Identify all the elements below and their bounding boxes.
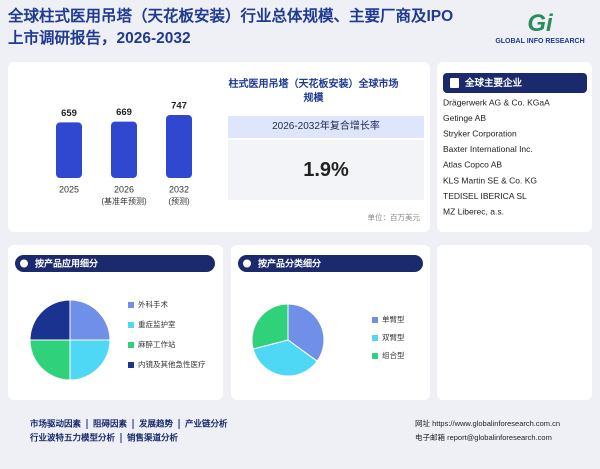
bar [111, 121, 137, 178]
pie-slice [287, 303, 325, 362]
footer-link[interactable]: 行业波特五力模型分析 [29, 432, 116, 442]
logo: Gi GLOBAL INFO RESEARCH [490, 10, 590, 45]
website: 网址 https://www.globalinforesearch.com.cn [415, 418, 560, 428]
value-label: 669 [116, 107, 132, 118]
value-label: 659 [61, 108, 77, 119]
footer-link[interactable]: 阻碍因素 [93, 418, 128, 428]
email: 电子邮箱 report@globalinforesearch.com [415, 432, 552, 442]
company: Atlas Copco AB [443, 160, 502, 170]
company: Drägerwerk AG & Co. KGaA [443, 97, 550, 107]
icon [450, 78, 459, 88]
pie-slice [29, 339, 71, 381]
cagr-label: 2026-2032年复合增长率 [228, 116, 424, 138]
legend-label: 内镜及其他急性医疗 [138, 359, 206, 369]
pie-title: 按产品分类细分 [258, 257, 321, 268]
category-label: 2032 [169, 184, 189, 194]
company: Stryker Corporation [443, 128, 517, 138]
legend-swatch [128, 362, 134, 368]
legend-swatch [372, 317, 378, 323]
category-note: (预测) [168, 196, 190, 206]
footer-link[interactable]: 销售渠道分析 [127, 432, 179, 442]
section-header [238, 255, 423, 272]
cagr-value: 1.9% [228, 140, 424, 200]
legend-swatch [128, 322, 134, 328]
pie-slice [69, 339, 111, 381]
market-title: 柱式医用吊塔（天花板安装）全球市场规模 [228, 79, 399, 104]
category-label: 2025 [59, 184, 79, 194]
footer-link[interactable]: 发展趋势 [138, 418, 174, 428]
company: Baxter International Inc. [443, 144, 533, 154]
logo-text: GLOBAL INFO RESEARCH [495, 38, 585, 45]
footer-link[interactable]: 产业链分析 [185, 418, 228, 428]
legend-label: 外科手术 [138, 299, 168, 309]
logo-mark: Gi [527, 10, 553, 37]
legend-label: 重症监护室 [138, 319, 176, 329]
company: KLS Martin SE & Co. KG [443, 175, 537, 185]
legend-label: 麻醉工作站 [138, 339, 176, 349]
pie-slice [251, 303, 289, 350]
legend-swatch [372, 335, 378, 341]
legend-swatch [128, 302, 134, 308]
company: TEDISEL IBERICA SL [443, 191, 527, 201]
footer-link[interactable]: 市场驱动因素 [30, 418, 82, 428]
bar [166, 115, 192, 178]
legend-label: 组合型 [382, 350, 405, 360]
icon [243, 259, 251, 268]
pie-slice [69, 299, 111, 341]
blank-panel [437, 245, 592, 400]
company: Getinge AB [443, 113, 486, 123]
value-label: 747 [171, 101, 187, 112]
company-title: 全球主要企业 [464, 77, 523, 89]
category-note: (基准年预测) [101, 196, 147, 206]
company-header [443, 73, 587, 93]
legend-label: 单臂型 [382, 314, 405, 324]
icon [20, 259, 28, 268]
category-label: 2026 [114, 184, 134, 194]
legend-swatch [128, 342, 134, 348]
pie-title: 按产品应用细分 [35, 257, 98, 268]
legend-swatch [372, 353, 378, 359]
report-title: 全球柱式医用吊塔（天花板安装）行业总体规模、主要厂商及IPO上市调研报告，202… [8, 8, 454, 47]
bar [56, 122, 82, 178]
company: MZ Liberec, a.s. [443, 206, 504, 216]
legend-label: 双臂型 [382, 332, 405, 342]
pie-slice [252, 339, 318, 377]
unit: 单位：百万美元 [367, 213, 421, 222]
pie-slice [29, 299, 71, 341]
section-header [15, 255, 215, 272]
